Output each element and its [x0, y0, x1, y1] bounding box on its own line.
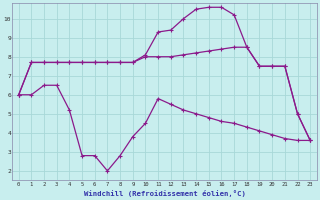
X-axis label: Windchill (Refroidissement éolien,°C): Windchill (Refroidissement éolien,°C) [84, 190, 245, 197]
